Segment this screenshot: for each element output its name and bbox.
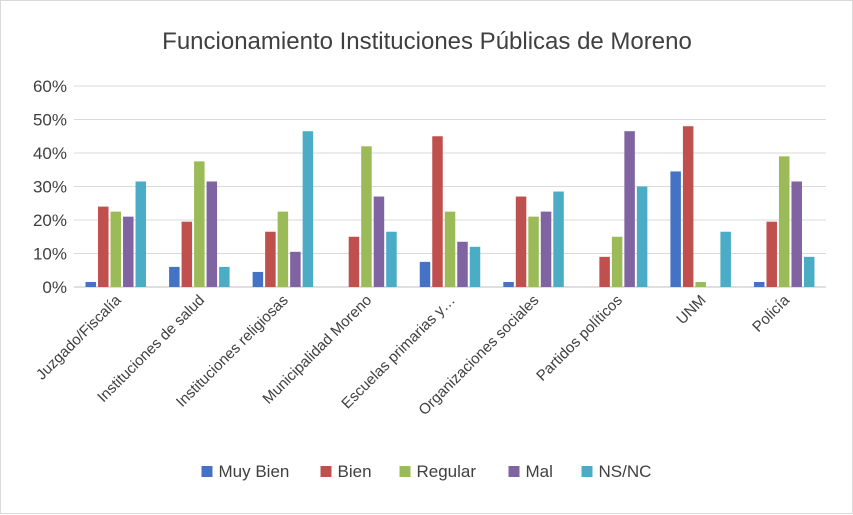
- bar: [720, 231, 731, 287]
- bar: [419, 261, 431, 287]
- legend-label: NS/NC: [599, 462, 652, 481]
- bar: [348, 236, 360, 287]
- bar: [98, 206, 109, 287]
- bar: [219, 266, 230, 287]
- legend: Muy Bien Bien Regular Mal NS/NC: [201, 462, 652, 481]
- bar: [302, 131, 314, 287]
- y-tick-label: 60%: [33, 77, 67, 96]
- bar: [110, 211, 122, 287]
- bar: [803, 256, 815, 287]
- bar: [670, 171, 681, 287]
- bar: [361, 146, 372, 287]
- x-tick-label: Policía: [749, 291, 793, 335]
- bar: [515, 196, 527, 287]
- bar: [503, 281, 514, 287]
- bar: [373, 196, 385, 287]
- bar: [265, 231, 276, 287]
- bar: [682, 126, 694, 287]
- y-axis: 0% 10% 20% 30% 40% 50% 60%: [33, 77, 67, 297]
- bar: [135, 181, 147, 287]
- bar: [85, 281, 97, 287]
- bar: [766, 221, 777, 287]
- bar: [277, 211, 289, 287]
- legend-label: Muy Bien: [219, 462, 290, 481]
- legend-swatch: [399, 466, 411, 477]
- bar: [528, 216, 539, 287]
- bar: [290, 251, 301, 287]
- bar: [599, 256, 610, 287]
- y-tick-label: 0%: [42, 278, 67, 297]
- legend-swatch: [581, 466, 593, 477]
- bar: [169, 266, 180, 287]
- bar: [791, 181, 802, 287]
- bar: [444, 211, 456, 287]
- bar: [778, 156, 790, 287]
- y-tick-label: 30%: [33, 178, 67, 197]
- bar: [432, 136, 443, 287]
- x-tick-label: UNM: [673, 292, 709, 328]
- chart-title: Funcionamiento Instituciones Públicas de…: [162, 28, 692, 55]
- y-tick-label: 40%: [33, 144, 67, 163]
- bar: [636, 186, 648, 287]
- bar: [553, 191, 564, 287]
- legend-swatch: [320, 466, 332, 477]
- bar: [386, 231, 397, 287]
- bar: [206, 181, 218, 287]
- bar: [252, 271, 264, 287]
- bar: [695, 281, 706, 287]
- y-tick-label: 10%: [33, 245, 67, 264]
- bar: [457, 241, 468, 287]
- bar: [181, 221, 193, 287]
- bar: [469, 246, 481, 287]
- x-tick-label: Partidos políticos: [533, 292, 626, 385]
- bar: [194, 161, 205, 287]
- bar: [624, 131, 635, 287]
- bar: [611, 236, 623, 287]
- legend-swatch: [201, 466, 213, 477]
- bar: [123, 216, 134, 287]
- legend-label: Regular: [417, 462, 477, 481]
- bars: [85, 126, 815, 287]
- y-tick-label: 20%: [33, 211, 67, 230]
- bar: [753, 281, 765, 287]
- legend-label: Mal: [526, 462, 553, 481]
- bar: [540, 211, 552, 287]
- legend-label: Bien: [338, 462, 372, 481]
- legend-swatch: [508, 466, 520, 477]
- y-tick-label: 50%: [33, 111, 67, 130]
- x-tick-label: Juzgado/Fiscalía: [33, 291, 125, 383]
